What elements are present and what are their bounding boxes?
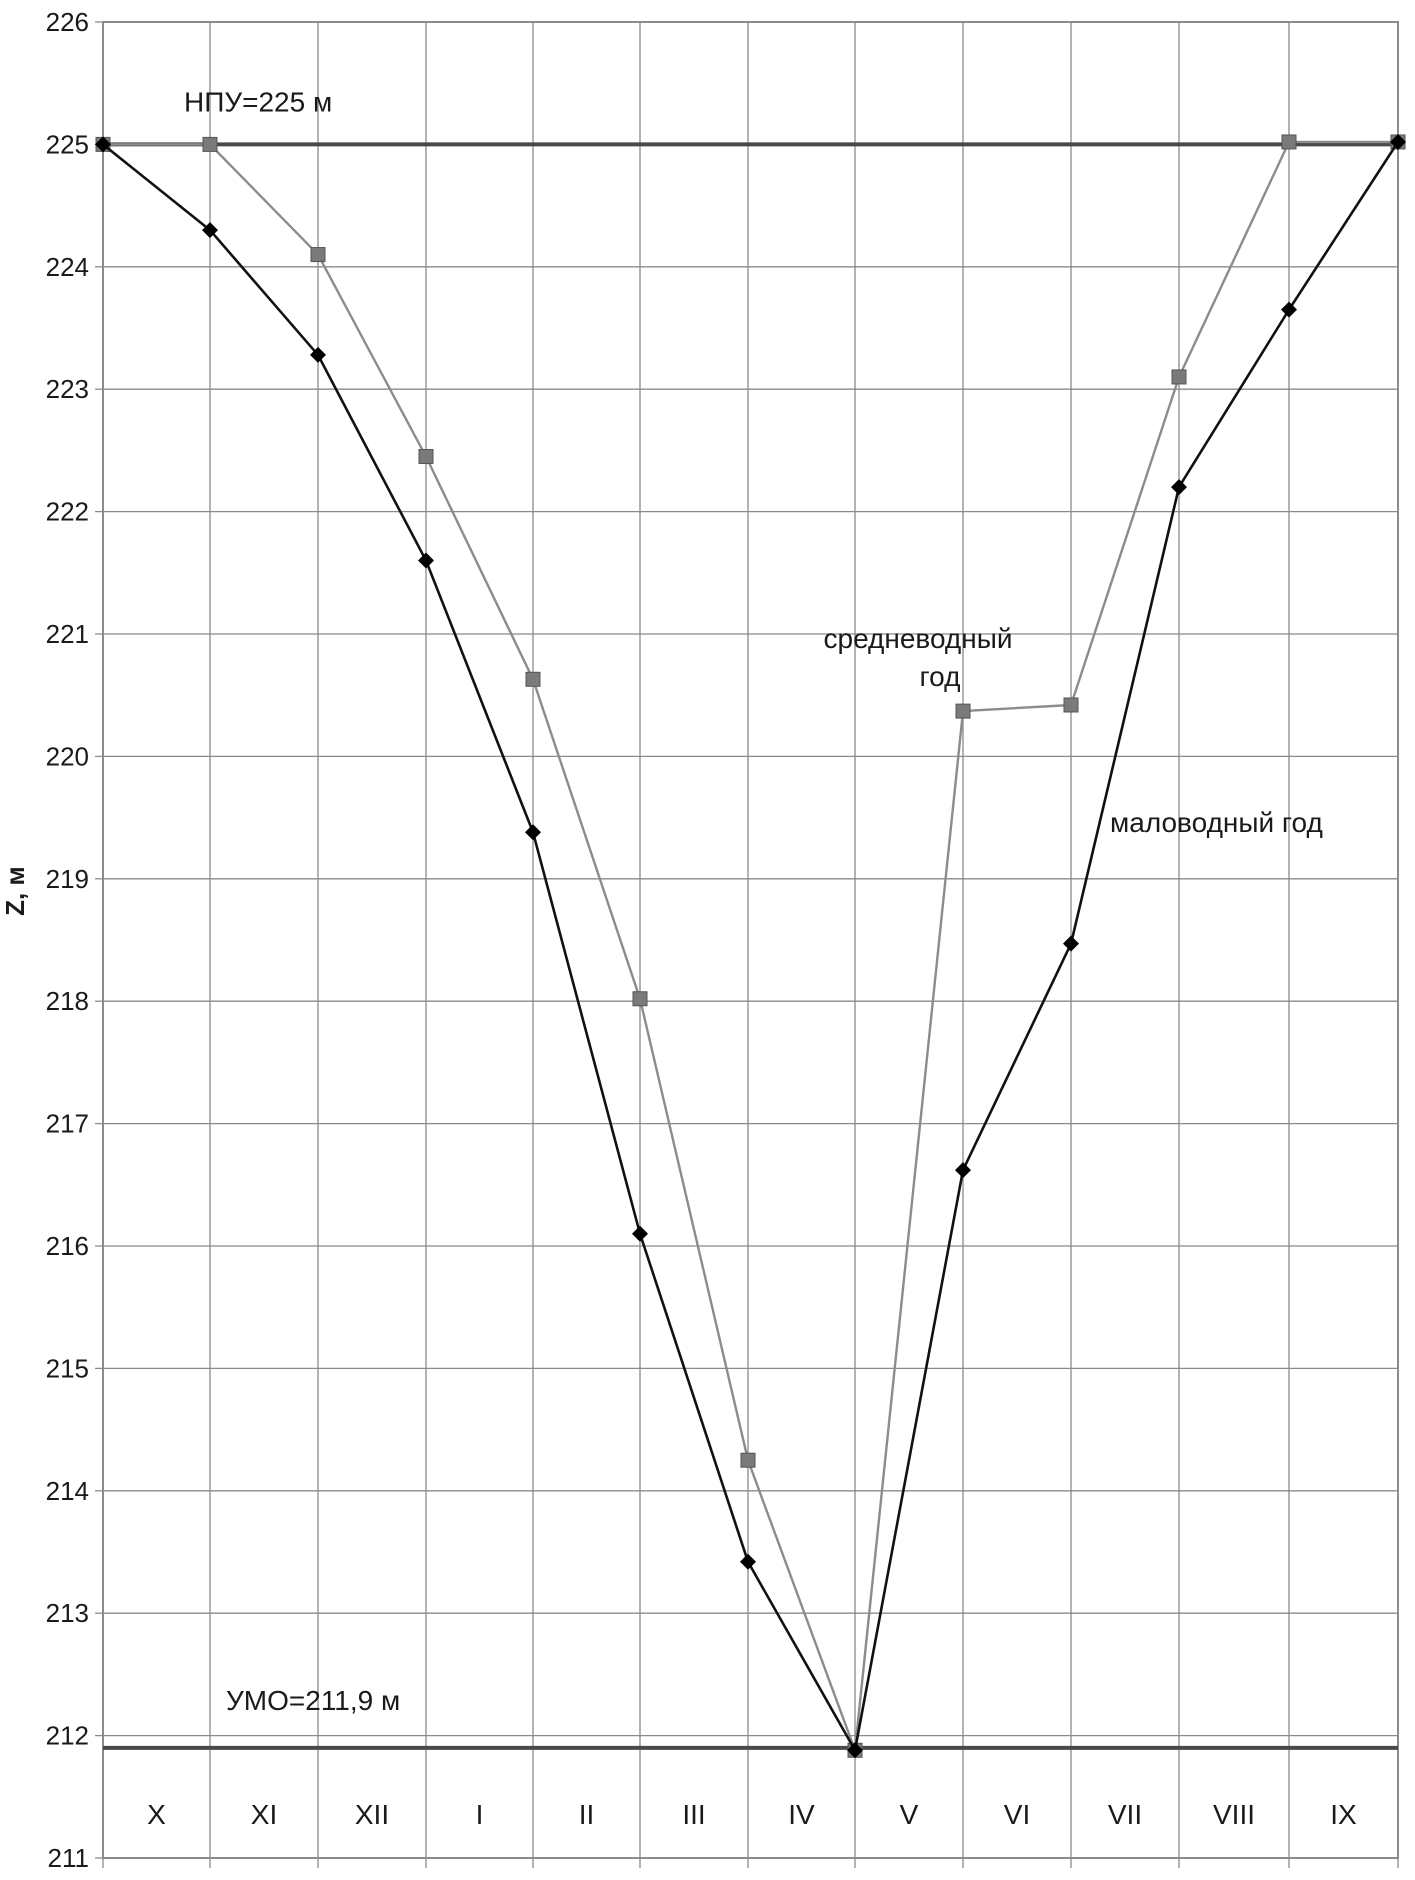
plot-frame — [102, 21, 1399, 1859]
series — [95, 133, 1406, 1759]
y-tick-label-220: 220 — [46, 741, 89, 771]
point-diamond-8 — [955, 1162, 971, 1179]
point-diamond-5 — [632, 1225, 648, 1242]
point-square-6 — [740, 1452, 756, 1468]
point-diamond-2 — [310, 346, 326, 363]
series-line-0 — [103, 140, 1398, 1752]
y-axis-label: Z, м — [0, 866, 30, 916]
umo-label: УМО=211,9 м — [226, 1685, 400, 1716]
y-tick-label-224: 224 — [46, 252, 89, 282]
month-label-I: I — [476, 1799, 484, 1830]
series-label-average-line2: год — [920, 661, 961, 692]
point-square-2 — [310, 247, 326, 263]
point-diamond-6 — [740, 1553, 756, 1570]
point-square-1 — [202, 136, 218, 152]
npu-label: НПУ=225 м — [184, 86, 332, 117]
y-tick-label-214: 214 — [46, 1476, 89, 1506]
point-diamond-3 — [418, 552, 434, 569]
y-tick-label-225: 225 — [46, 129, 89, 159]
month-label-X: X — [147, 1799, 166, 1830]
y-tick-label-226: 226 — [46, 7, 89, 37]
y-tick-label-221: 221 — [46, 619, 89, 649]
point-diamond-1 — [202, 222, 218, 239]
month-label-IV: IV — [788, 1799, 815, 1830]
y-tick-label-219: 219 — [46, 864, 89, 894]
y-tick-label-223: 223 — [46, 374, 89, 404]
y-tick-label-211: 211 — [48, 1843, 89, 1873]
point-square-8 — [955, 703, 971, 719]
y-tick-label-216: 216 — [46, 1231, 89, 1261]
point-diamond-4 — [525, 824, 541, 841]
month-label-IX: IX — [1330, 1799, 1357, 1830]
month-label-VIII: VIII — [1213, 1799, 1255, 1830]
month-label-XI: XI — [251, 1799, 277, 1830]
y-tick-label-218: 218 — [46, 986, 89, 1016]
point-diamond-10 — [1171, 479, 1187, 496]
point-diamond-0 — [95, 136, 111, 153]
series-line-1 — [102, 141, 1400, 1752]
point-square-3 — [418, 449, 434, 465]
month-label-XII: XII — [355, 1799, 389, 1830]
series-label-low-water: маловодный год — [1110, 807, 1323, 838]
point-diamond-12 — [1390, 133, 1406, 150]
y-tick-label-217: 217 — [46, 1109, 89, 1139]
grid — [95, 21, 1399, 1868]
point-diamond-11 — [1281, 301, 1297, 318]
y-tick-label-222: 222 — [46, 497, 89, 527]
month-label-II: II — [579, 1799, 595, 1830]
point-square-4 — [525, 671, 541, 687]
series-label-average-line1: средневодный — [824, 623, 1013, 654]
point-square-10 — [1171, 369, 1187, 385]
point-diamond-9 — [1063, 935, 1079, 952]
reference-lines — [103, 142, 1398, 1750]
month-label-V: V — [900, 1799, 919, 1830]
point-square-5 — [632, 991, 648, 1007]
labels: 211 212 213 214 215 216 217 218 219 220 221 222 223 2… — [0, 7, 1357, 1873]
y-tick-label-212: 212 — [46, 1721, 89, 1751]
month-label-VI: VI — [1004, 1799, 1030, 1830]
month-label-VII: VII — [1108, 1799, 1142, 1830]
y-tick-label-215: 215 — [46, 1353, 89, 1383]
point-square-11 — [1281, 134, 1297, 150]
point-square-9 — [1063, 697, 1079, 713]
month-label-III: III — [682, 1799, 705, 1830]
point-diamond-7 — [847, 1742, 863, 1759]
y-tick-label-213: 213 — [46, 1598, 89, 1628]
